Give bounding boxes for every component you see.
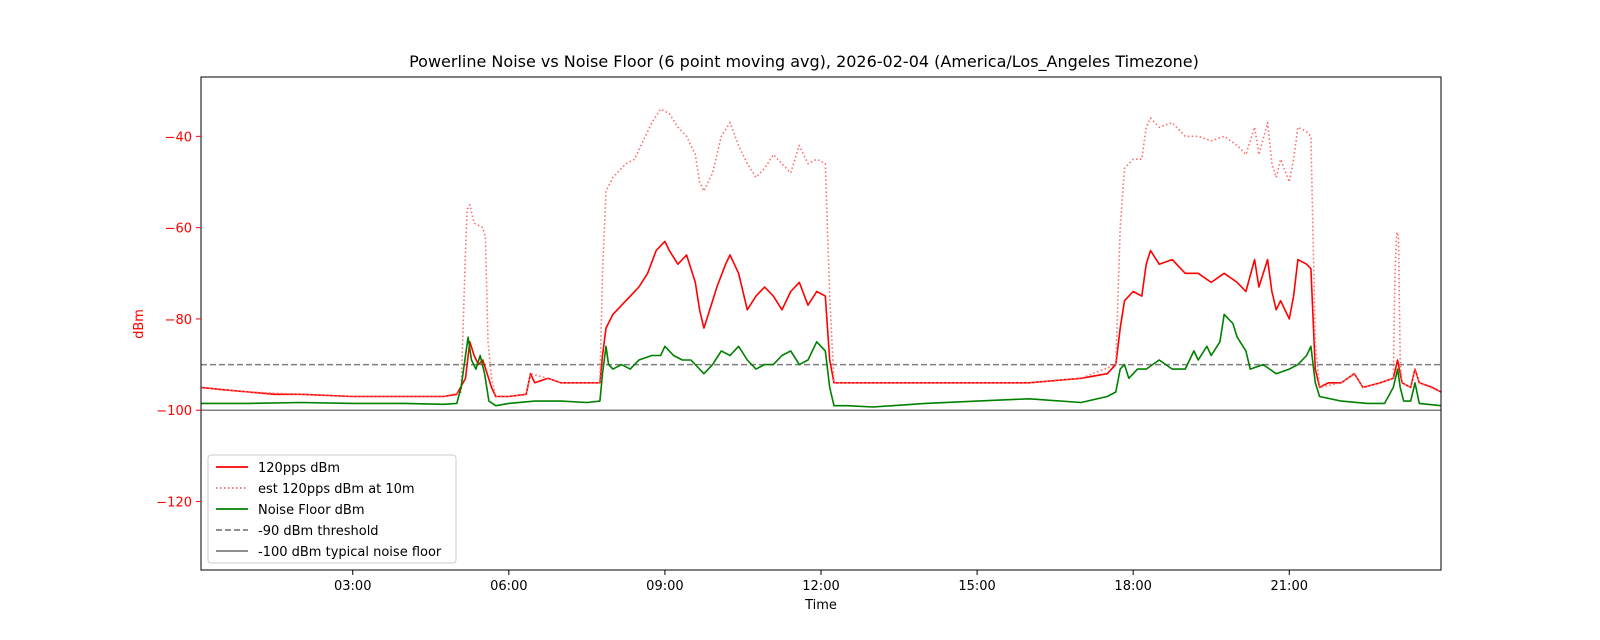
chart-title: Powerline Noise vs Noise Floor (6 point … (409, 52, 1199, 72)
series-line-2 (201, 313, 1441, 408)
x-tick-label: 21:00 (1271, 579, 1308, 594)
x-tick-label: 15:00 (958, 579, 995, 594)
legend: 120pps dBm est 120pps dBm at 10m Noise Flo… (207, 454, 457, 564)
x-tick-label: 18:00 (1114, 579, 1151, 594)
plot-area (201, 108, 1441, 411)
legend-label: -100 dBm typical noise floor (258, 545, 442, 560)
x-axis-label: Time (804, 598, 837, 613)
y-tick-label: −80 (165, 313, 192, 328)
y-tick-label: −120 (156, 496, 192, 511)
y-axis: −40 −60 −80 −100 −120 (156, 130, 201, 511)
legend-label: 120pps dBm (258, 461, 340, 476)
x-tick-label: 06:00 (490, 579, 527, 594)
legend-label: Noise Floor dBm (258, 503, 365, 518)
x-tick-label: 12:00 (802, 579, 839, 594)
x-tick-label: 09:00 (646, 579, 683, 594)
series-line-0 (201, 240, 1441, 398)
series-line-1 (201, 108, 1441, 398)
legend-box (207, 454, 457, 564)
y-tick-label: −40 (165, 130, 192, 145)
y-tick-label: −60 (165, 222, 192, 237)
legend-label: -90 dBm threshold (258, 524, 379, 539)
legend-label: est 120pps dBm at 10m (258, 482, 415, 497)
x-axis: 03:00 06:00 09:00 12:00 15:00 18:00 21:00 (334, 570, 1308, 594)
y-tick-label: −100 (156, 404, 192, 419)
y-axis-label: dBm (132, 309, 147, 339)
x-tick-label: 03:00 (334, 579, 371, 594)
